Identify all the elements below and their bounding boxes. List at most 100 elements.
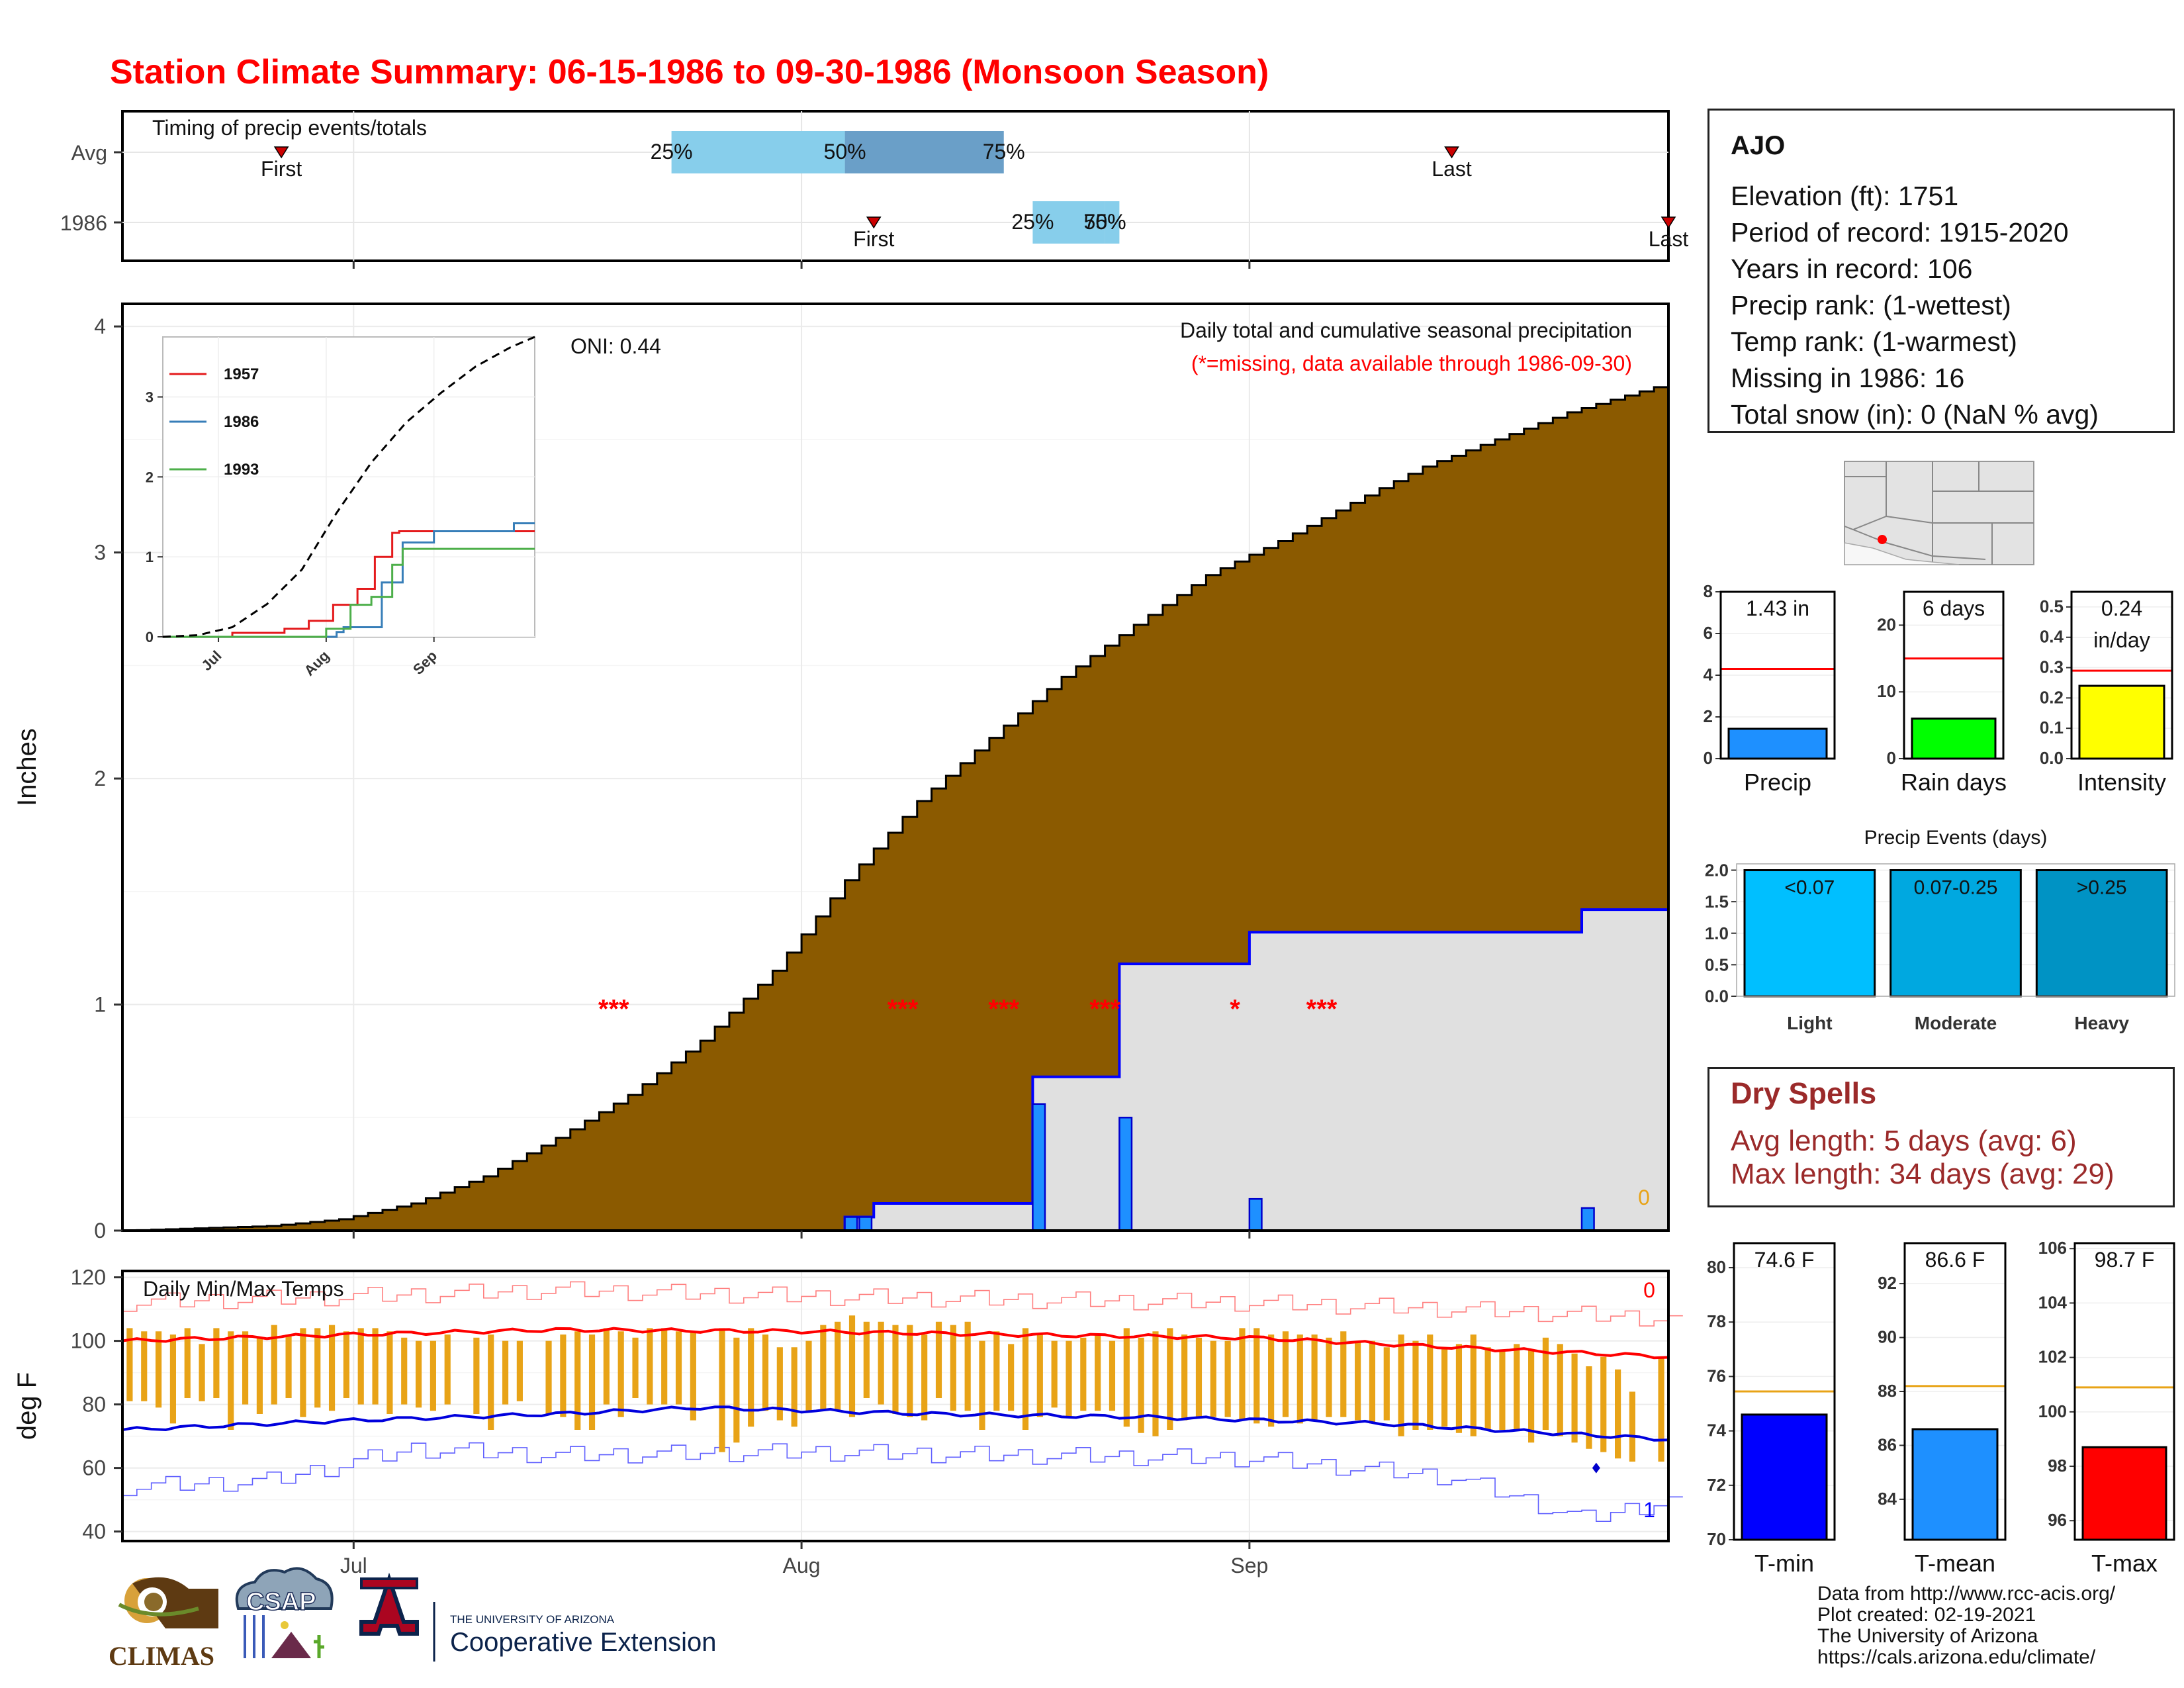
ua-small-text: THE UNIVERSITY OF ARIZONA — [450, 1613, 615, 1626]
small-chart-ytick: 0.0 — [2040, 748, 2064, 768]
small-chart-ytick: 96 — [2048, 1510, 2067, 1530]
station-period: Period of record: 1915-2020 — [1731, 217, 2069, 248]
small-chart-category: Rain days — [1901, 769, 2007, 796]
station-years: Years in record: 106 — [1731, 254, 1973, 284]
main-chart-subtitle: (*=missing, data available through 1986-… — [1191, 352, 1632, 375]
station-elevation: Elevation (ft): 1751 — [1731, 181, 1959, 211]
temps-ytick-label: 120 — [71, 1266, 106, 1289]
small-chart-bar — [1741, 1413, 1828, 1541]
station-temp-rank: Temp rank: (1-warmest) — [1731, 326, 2017, 357]
avg-tmin-line — [122, 1405, 1669, 1442]
timing-avg-p50-label: 50% — [824, 140, 866, 164]
timing-label: Timing of precip events/totals — [152, 116, 427, 140]
small-chart-ytick: 4 — [1704, 665, 1713, 684]
university-of-arizona-logo: THE UNIVERSITY OF ARIZONA Cooperative Ex… — [359, 1572, 716, 1662]
missing-marker: *** — [887, 995, 919, 1024]
inset-ytick-label: 3 — [146, 389, 154, 406]
small-chart-ytick: 70 — [1707, 1529, 1726, 1549]
credits-line-3: The University of Arizona — [1817, 1625, 2038, 1647]
small-chart-ytick: 74 — [1707, 1421, 1726, 1440]
precip-events-category: Heavy — [2074, 1013, 2129, 1033]
timing-avg-p75-label: 75% — [983, 140, 1025, 164]
station-missing: Missing in 1986: 16 — [1731, 363, 1965, 393]
daily-precip-bar — [1248, 1197, 1263, 1232]
main-chart-title: Daily total and cumulative seasonal prec… — [1180, 318, 1632, 342]
dry-spells-panel: Dry Spells Avg length: 5 days (avg: 6) M… — [1707, 1067, 2175, 1207]
timing-1986-box-tail — [1105, 201, 1120, 244]
precip-events-ytick: 1.0 — [1705, 923, 1729, 943]
main-ytick-label: 3 — [94, 541, 106, 565]
temps-ytick-label: 60 — [82, 1456, 106, 1480]
page-title: Station Climate Summary: 06-15-1986 to 0… — [110, 53, 1269, 91]
missing-marker: *** — [1089, 995, 1120, 1024]
precip-events-category: Moderate — [1915, 1013, 1997, 1033]
small-chart-value-unit: in/day — [2093, 628, 2150, 652]
daily-precip-bar — [1032, 1103, 1046, 1232]
temps-xtick-label: Sep — [1230, 1554, 1268, 1577]
inset-series-1957 — [163, 530, 535, 638]
missing-marker: *** — [1306, 995, 1338, 1024]
inset-legend-label: 1986 — [224, 413, 259, 431]
small-chart-value-label: 74.6 F — [1754, 1248, 1815, 1272]
small-chart-ytick: 20 — [1877, 614, 1896, 634]
small-chart-ytick: 78 — [1707, 1311, 1726, 1331]
small-chart-ytick: 104 — [2038, 1292, 2068, 1312]
timing-avg-box-25-50 — [671, 131, 845, 173]
daily-precip-bar — [844, 1216, 858, 1232]
small-chart-precip-total: 0 2 4 6 8 1.43 in Precip — [1704, 581, 1836, 796]
small-chart-bar — [2081, 1446, 2167, 1541]
arizona-locator-map — [1844, 461, 2034, 565]
small-chart-bar — [1727, 727, 1828, 760]
inset-series-1993 — [163, 547, 535, 638]
small-chart-rain-days: 0 10 20 6 days Rain days — [1877, 590, 2007, 796]
small-chart-ytick: 106 — [2038, 1238, 2067, 1258]
temps-ylabel: deg F — [13, 1372, 42, 1440]
small-chart-ytick: 102 — [2038, 1347, 2067, 1367]
small-chart-t-mean: 84 86 88 90 92 86.6 F T-mean — [1878, 1242, 2007, 1577]
small-chart-category: Precip — [1744, 769, 1811, 796]
timing-1986-p50-label: 50% — [1084, 210, 1126, 234]
small-chart-t-min: 70 72 74 76 78 80 74.6 F T-min — [1707, 1242, 1836, 1577]
missing-marker: *** — [988, 995, 1019, 1024]
small-chart-ytick: 0.3 — [2040, 657, 2064, 677]
small-chart-value-label: 0.24 — [2101, 596, 2142, 620]
timing-1986-last-label: Last — [1649, 227, 1689, 251]
temps-corner-min: 1 — [1643, 1498, 1655, 1522]
main-ytick-label: 4 — [94, 314, 106, 338]
small-chart-ytick: 84 — [1878, 1489, 1897, 1509]
station-location-marker — [1878, 535, 1887, 544]
oni-label: ONI: 0.44 — [570, 334, 661, 358]
station-precip-rank: Precip rank: (1-wettest) — [1731, 290, 2011, 320]
dry-spells-max: Max length: 34 days (avg: 29) — [1731, 1158, 2115, 1190]
precip-events-title: Precip Events (days) — [1864, 827, 2048, 849]
inset-ytick-label: 2 — [146, 469, 154, 485]
timing-row-avg: Avg — [71, 141, 107, 165]
timing-1986-last-marker — [1661, 216, 1676, 229]
small-chart-bar — [1911, 1428, 1999, 1541]
small-chart-bar — [1911, 718, 1997, 760]
inset-legend-label: 1957 — [224, 365, 259, 383]
climas-logo-text: CLIMAS — [109, 1641, 214, 1671]
small-chart-bar — [2078, 684, 2165, 760]
small-chart-t-max: 96 98 100 102 104 106 98.7 F T-max — [2038, 1238, 2175, 1577]
small-chart-ytick: 0.5 — [2040, 596, 2064, 616]
timing-1986-first-marker — [866, 216, 882, 229]
cooperative-extension-text: Cooperative Extension — [450, 1628, 716, 1657]
small-chart-ytick: 72 — [1707, 1475, 1726, 1495]
small-chart-category: Intensity — [2077, 769, 2166, 796]
main-ytick-label: 1 — [94, 993, 106, 1017]
temps-ytick-label: 80 — [82, 1393, 106, 1417]
inset-series-avg — [162, 336, 535, 638]
daily-precip-bar — [1118, 1117, 1133, 1232]
small-chart-value-label: 98.7 F — [2095, 1248, 2155, 1272]
precip-events-bar — [1889, 869, 2022, 998]
precip-events-bar-label: <0.07 — [1784, 877, 1835, 899]
precip-events-bar — [1743, 869, 1876, 998]
climas-logo: CLIMAS — [109, 1577, 218, 1671]
temps-corner-max: 0 — [1643, 1278, 1655, 1302]
small-chart-value-label: 1.43 in — [1746, 596, 1809, 620]
small-chart-category: T-max — [2091, 1550, 2158, 1577]
timing-avg-p25-label: 25% — [651, 140, 693, 164]
